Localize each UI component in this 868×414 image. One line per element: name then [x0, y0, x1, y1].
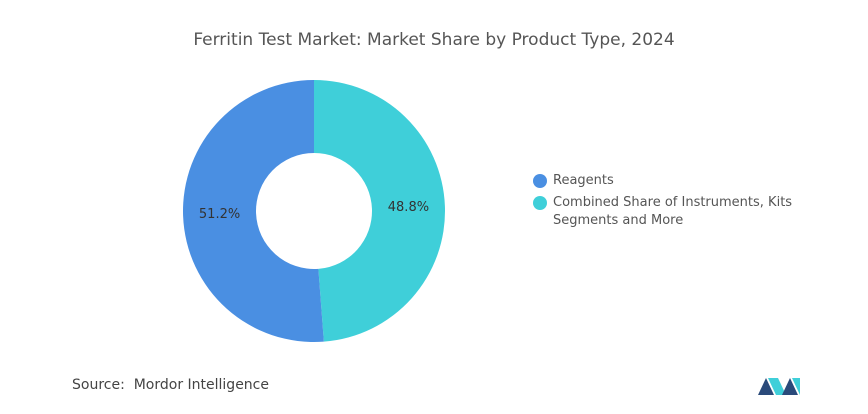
- source-label: Source:: [72, 377, 125, 393]
- legend-label: Reagents: [553, 173, 614, 188]
- donut-slice: [314, 80, 445, 342]
- source: Source: Mordor Intelligence: [72, 377, 269, 393]
- legend-label: Combined Share of Instruments, Kits Segm…: [553, 195, 793, 228]
- data-label: 48.8%: [388, 200, 429, 215]
- source-name: Mordor Intelligence: [133, 377, 269, 393]
- donut-slice: [182, 80, 324, 342]
- legend: Reagents Combined Share of Instruments, K…: [533, 172, 793, 234]
- logo: [758, 378, 800, 395]
- legend-swatch: [533, 174, 547, 188]
- chart-title: Ferritin Test Market: Market Share by Pr…: [193, 30, 674, 50]
- legend-item: Combined Share of Instruments, Kits Segm…: [533, 194, 793, 230]
- legend-item: Reagents: [533, 172, 793, 190]
- legend-swatch: [533, 196, 547, 210]
- data-label: 51.2%: [199, 207, 240, 222]
